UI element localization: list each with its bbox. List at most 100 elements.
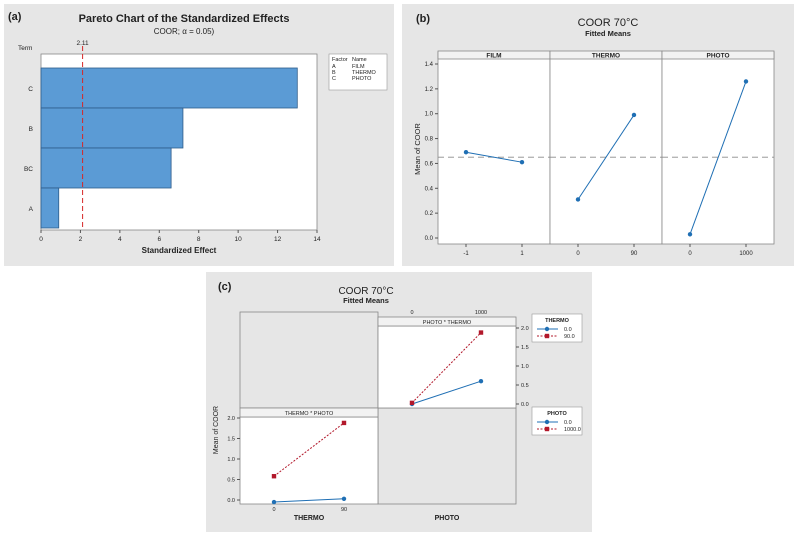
interaction-point-square xyxy=(271,474,277,479)
pareto-bar-a xyxy=(40,187,60,229)
main-effects-y-tick-label: 0.8 xyxy=(425,137,434,143)
interaction-point-square xyxy=(544,333,550,339)
pareto-title: Pareto Chart of the Standardized Effects xyxy=(79,13,290,25)
interaction-y-tick-label: 1.0 xyxy=(521,364,529,370)
main-effects-subtitle: Fitted Means xyxy=(585,29,631,38)
interaction-point-square xyxy=(478,330,484,335)
pareto-x-tick-label: 10 xyxy=(235,236,243,243)
pareto-category-label: B xyxy=(29,126,33,133)
interaction-y-label: Mean of COOR xyxy=(213,406,220,454)
facet-x-tick-label: 1000 xyxy=(739,251,753,257)
pareto-category-label: C xyxy=(28,86,33,93)
interaction-y-tick-label: 0.5 xyxy=(227,478,235,484)
main-effect-point xyxy=(575,197,581,202)
main-effect-point xyxy=(631,112,637,118)
panel-label-a: (a) xyxy=(8,11,22,23)
interaction-y-tick-label: 1.5 xyxy=(521,345,529,351)
interaction-y-tick-label: 0.0 xyxy=(521,402,529,408)
legend-thermo-item: 0.0 xyxy=(564,327,572,333)
interaction-bottom-strip-label: THERMO * PHOTO xyxy=(285,411,334,417)
main-effect-point xyxy=(687,232,693,237)
main-effects-y-label: Mean of COOR xyxy=(413,123,422,175)
interaction-subtitle: Fitted Means xyxy=(343,296,389,305)
interaction-bottom-x-tick: 90 xyxy=(341,507,347,513)
facet-x-tick-label: 0 xyxy=(576,251,580,257)
legend-header-name: Name xyxy=(352,57,367,63)
pareto-bar-bc xyxy=(40,147,172,189)
legend-photo-item: 0.0 xyxy=(564,420,572,426)
pareto-x-tick-label: 0 xyxy=(39,236,43,243)
pareto-y-label: Term xyxy=(18,45,32,52)
interaction-bottom-plot xyxy=(239,416,379,505)
facet-x-tick-label: 1 xyxy=(520,251,524,257)
interaction-y-tick-label: 1.0 xyxy=(227,457,235,463)
interaction-y-tick-label: 2.0 xyxy=(227,416,235,422)
interaction-chart: (c) COOR 70°C Fitted Means Mean of COOR … xyxy=(213,281,583,522)
facet-thermo-plot xyxy=(549,51,663,245)
main-effects-y-tick-label: 0.0 xyxy=(425,236,434,242)
facet-photo-plot xyxy=(661,51,775,245)
pareto-panel: (a) Pareto Chart of the Standardized Eff… xyxy=(4,4,394,266)
legend-thermo-item: 90.0 xyxy=(564,334,575,340)
interaction-point-circle xyxy=(544,326,550,332)
pareto-x-label: Standardized Effect xyxy=(142,246,217,255)
interaction-top-strip xyxy=(377,316,517,327)
interaction-title: COOR 70°C xyxy=(338,286,393,297)
interaction-point-circle xyxy=(478,379,484,384)
interaction-y-tick-label: 0.0 xyxy=(227,498,235,504)
pareto-legend xyxy=(328,53,388,91)
pareto-reference-label: 2.11 xyxy=(77,40,90,47)
pareto-chart: (a) Pareto Chart of the Standardized Eff… xyxy=(8,11,388,255)
legend-thermo-title: THERMO xyxy=(545,318,570,324)
legend-factor-c: C xyxy=(332,76,336,82)
main-effects-chart: (b) COOR 70°C Fitted Means Mean of COOR … xyxy=(413,13,775,257)
pareto-bar-b xyxy=(40,107,184,149)
main-effect-point xyxy=(463,150,469,155)
pareto-x-tick-label: 2 xyxy=(79,236,83,243)
interaction-top-x-tick: 1000 xyxy=(475,310,487,316)
interaction-line xyxy=(273,498,345,503)
legend-factor-b: B xyxy=(332,70,336,76)
main-effects-title: COOR 70°C xyxy=(578,17,639,29)
pareto-x-tick-label: 8 xyxy=(197,236,201,243)
main-effects-y-tick-label: 1.0 xyxy=(425,112,434,118)
interaction-bottom-strip xyxy=(239,407,379,418)
facet-film-label: FILM xyxy=(486,53,501,60)
interaction-point-square xyxy=(544,426,550,432)
interaction-y-tick-label: 0.5 xyxy=(521,383,529,389)
interaction-empty-cell-bottom-right xyxy=(377,407,517,505)
legend-photo-item: 1000.0 xyxy=(564,427,581,433)
pareto-x-tick-label: 14 xyxy=(313,236,321,243)
pareto-category-label: BC xyxy=(24,166,33,173)
interaction-point-circle xyxy=(271,499,277,505)
pareto-x-tick-label: 4 xyxy=(118,236,122,243)
facet-film-plot xyxy=(437,51,551,245)
pareto-category-label: A xyxy=(29,206,34,213)
facet-x-tick-label: -1 xyxy=(463,251,469,257)
facet-photo-strip xyxy=(661,50,775,60)
interaction-legend-photo xyxy=(531,406,583,436)
main-effects-y-tick-label: 0.2 xyxy=(425,211,434,217)
panel-label-c: (c) xyxy=(218,281,232,293)
main-effect-line xyxy=(689,81,747,235)
interaction-y-tick-label: 2.0 xyxy=(521,326,529,332)
interaction-y-tick-label: 1.5 xyxy=(227,437,235,443)
interaction-point-square xyxy=(409,400,415,406)
interaction-bottom-x-tick: 0 xyxy=(272,507,275,513)
main-effects-y-tick-label: 1.4 xyxy=(425,62,434,68)
legend-name-film: FILM xyxy=(352,64,365,70)
interaction-line xyxy=(411,332,482,404)
main-effects-y-tick-label: 0.6 xyxy=(425,161,434,167)
pareto-x-tick-label: 12 xyxy=(274,236,282,243)
legend-header-factor: Factor xyxy=(332,57,348,63)
main-effects-y-tick-label: 0.4 xyxy=(425,186,434,192)
facet-x-tick-label: 0 xyxy=(688,251,692,257)
main-effects-y-tick-label: 1.2 xyxy=(425,87,434,93)
interaction-bottom-x-label: THERMO xyxy=(294,515,325,522)
main-effects-panel: (b) COOR 70°C Fitted Means Mean of COOR … xyxy=(402,4,794,266)
facet-x-tick-label: 90 xyxy=(631,251,638,257)
legend-photo-title: PHOTO xyxy=(547,411,567,417)
main-effect-point xyxy=(519,159,525,165)
main-effect-line xyxy=(577,114,635,200)
pareto-x-tick-label: 6 xyxy=(157,236,161,243)
